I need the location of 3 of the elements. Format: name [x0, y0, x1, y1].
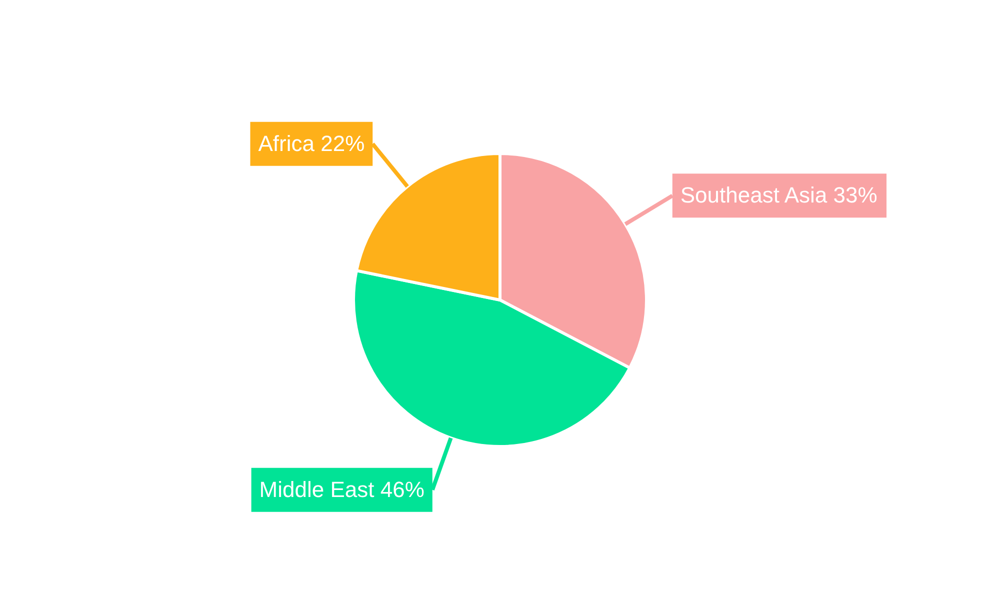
- slice-label: Middle East 46%: [259, 476, 424, 502]
- slice-label: Africa 22%: [258, 130, 365, 156]
- slice-label: Southeast Asia 33%: [680, 182, 878, 208]
